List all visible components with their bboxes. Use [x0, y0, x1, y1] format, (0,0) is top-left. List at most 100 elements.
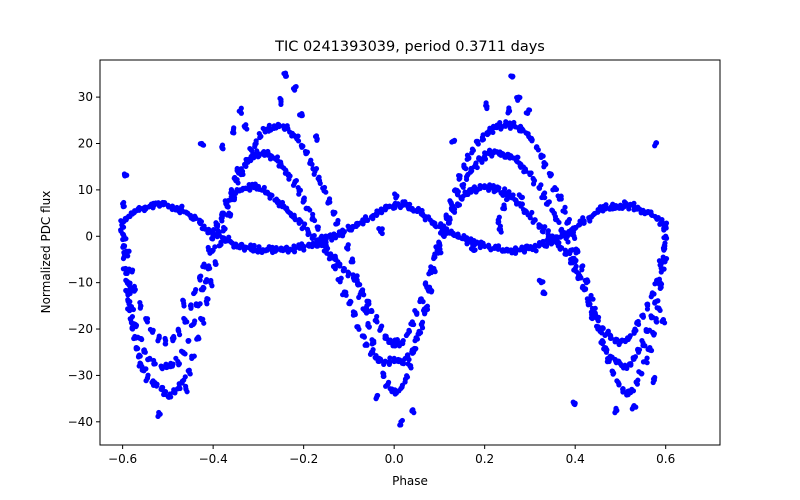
- data-point: [483, 100, 489, 106]
- data-point: [274, 154, 281, 160]
- data-point: [463, 176, 470, 182]
- data-point: [603, 202, 609, 208]
- data-point: [260, 125, 266, 132]
- data-point: [540, 229, 546, 235]
- data-point: [409, 319, 415, 325]
- data-point: [405, 361, 411, 367]
- data-point: [458, 195, 464, 202]
- data-point: [521, 249, 528, 255]
- y-tick-label: −20: [68, 322, 93, 336]
- data-point: [420, 299, 426, 305]
- x-axis-label: Phase: [392, 474, 428, 488]
- data-point: [177, 385, 183, 392]
- data-point: [357, 282, 363, 288]
- data-point: [399, 339, 405, 345]
- data-point: [364, 303, 370, 309]
- data-point: [630, 202, 636, 208]
- data-point: [487, 125, 493, 131]
- data-point: [511, 119, 517, 126]
- data-point: [141, 347, 147, 353]
- data-point: [479, 137, 485, 143]
- data-point: [247, 187, 253, 193]
- data-point: [569, 255, 576, 262]
- data-point: [504, 196, 510, 202]
- data-point: [523, 110, 529, 116]
- data-point: [385, 381, 391, 387]
- data-point: [450, 205, 456, 211]
- data-point: [471, 184, 478, 190]
- data-point: [381, 371, 387, 377]
- data-point: [554, 238, 560, 244]
- x-tick-label: 0.2: [475, 452, 494, 466]
- data-point: [207, 248, 213, 255]
- data-point: [446, 220, 452, 226]
- data-point: [652, 299, 658, 305]
- data-point: [639, 370, 645, 377]
- data-point: [345, 273, 351, 279]
- data-point: [444, 230, 450, 236]
- data-point: [436, 239, 442, 245]
- data-point: [553, 186, 560, 193]
- data-point: [392, 391, 398, 397]
- data-point: [150, 205, 156, 211]
- data-point: [490, 129, 496, 135]
- data-point: [285, 171, 292, 177]
- data-point: [525, 212, 531, 218]
- data-point: [156, 335, 162, 341]
- data-point: [309, 242, 316, 248]
- data-point: [254, 148, 260, 154]
- data-point: [408, 365, 414, 371]
- data-point: [259, 187, 265, 193]
- data-point: [369, 337, 375, 343]
- data-point: [310, 166, 316, 172]
- data-point: [645, 301, 651, 307]
- data-point: [401, 361, 407, 367]
- data-point: [364, 217, 371, 223]
- data-point: [422, 311, 428, 317]
- data-point: [602, 332, 608, 339]
- data-point: [451, 209, 458, 215]
- data-point: [350, 309, 357, 315]
- data-point: [170, 361, 176, 367]
- data-point: [501, 203, 507, 210]
- chart-title: TIC 0241393039, period 0.3711 days: [274, 39, 545, 55]
- data-point: [444, 226, 450, 232]
- data-point: [552, 214, 558, 220]
- data-point: [187, 212, 193, 218]
- data-point: [532, 242, 538, 248]
- data-point: [520, 206, 527, 213]
- data-point: [331, 231, 337, 237]
- data-point: [295, 133, 301, 139]
- data-point: [252, 141, 258, 147]
- data-point: [265, 148, 271, 155]
- data-point: [387, 355, 393, 361]
- data-point: [236, 188, 243, 194]
- data-points: [118, 70, 670, 428]
- data-point: [258, 133, 264, 139]
- y-tick-label: 30: [78, 90, 93, 104]
- data-point: [495, 245, 501, 251]
- data-point: [501, 189, 507, 195]
- data-point: [184, 389, 190, 395]
- data-point: [626, 206, 632, 212]
- data-point: [228, 190, 234, 196]
- data-point: [292, 84, 298, 90]
- data-point: [475, 141, 481, 147]
- data-point: [503, 119, 509, 125]
- data-point: [620, 389, 626, 395]
- data-point: [579, 285, 585, 291]
- data-point: [634, 320, 640, 326]
- data-point: [353, 223, 359, 229]
- data-point: [139, 336, 145, 343]
- data-point: [385, 204, 391, 210]
- x-tick-label: 0.0: [385, 452, 404, 466]
- data-point: [137, 305, 143, 311]
- data-point: [587, 218, 593, 224]
- data-point: [502, 123, 509, 129]
- data-point: [128, 303, 135, 310]
- data-point: [607, 356, 613, 362]
- data-point: [296, 220, 302, 226]
- data-point: [131, 210, 137, 216]
- data-point: [451, 138, 457, 144]
- data-point: [301, 247, 307, 253]
